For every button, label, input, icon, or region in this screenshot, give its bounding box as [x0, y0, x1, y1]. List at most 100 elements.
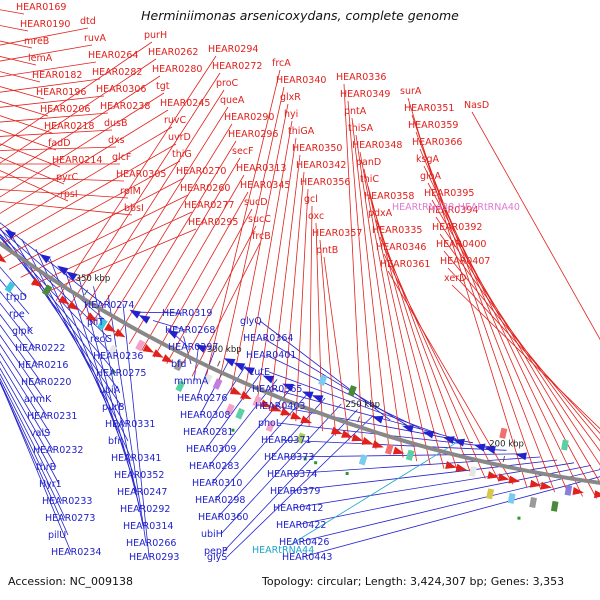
forward-leader — [0, 115, 53, 134]
forward-gene-label: xerD — [444, 273, 466, 284]
forward-gene-label: thiG — [172, 149, 192, 160]
reverse-leader — [226, 414, 375, 558]
forward-leader — [217, 86, 285, 389]
feature-arrow — [484, 446, 496, 454]
feature-dot — [345, 472, 349, 476]
feature-block — [235, 407, 245, 420]
forward-leader — [435, 216, 600, 466]
forward-gene-label: HEAR0238 — [100, 101, 150, 112]
forward-leader — [375, 219, 472, 476]
reverse-gene-label: HEAR0233 — [42, 496, 92, 507]
forward-gene-label: HEAR0400 — [436, 239, 486, 250]
forward-gene-label: HEAR0206 — [40, 104, 90, 115]
feature-dot — [303, 457, 307, 461]
feature-arrow — [30, 277, 43, 288]
forward-gene-label: HEAR0358 — [364, 191, 414, 202]
reverse-leader — [217, 397, 326, 518]
reverse-gene-label: HEAR0236 — [93, 351, 143, 362]
feature-block — [41, 284, 53, 297]
forward-leader — [0, 27, 89, 46]
feature-arrow — [233, 362, 246, 371]
reverse-leader — [220, 403, 342, 535]
feature-arrow — [311, 395, 324, 403]
reverse-gene-label: pilT — [87, 317, 104, 328]
forward-leader — [79, 89, 225, 316]
forward-leader — [427, 182, 597, 499]
forward-gene-label: panD — [356, 157, 381, 168]
reverse-gene-label: HEAR0274 — [84, 300, 134, 311]
feature-block — [4, 281, 16, 293]
feature-block — [252, 395, 262, 408]
feature-block — [202, 373, 213, 386]
forward-leader — [243, 120, 293, 400]
forward-leader — [269, 154, 301, 411]
feature-arrow — [540, 481, 552, 490]
forward-gene-label: frcA — [272, 58, 291, 69]
feature-arrow — [572, 487, 584, 495]
reverse-leader — [0, 367, 57, 468]
feature-arrow — [392, 446, 405, 455]
rrna-label: HEARtRNA38-HEARtRNA40 — [392, 202, 520, 213]
reverse-gene-label: HEAR0293 — [129, 552, 179, 563]
forward-leader — [204, 69, 281, 383]
forward-gene-label: tgt — [156, 81, 170, 92]
feature-block — [358, 454, 368, 466]
forward-leader — [8, 177, 185, 270]
forward-leader — [343, 83, 363, 445]
forward-gene-label: secF — [232, 146, 253, 157]
feature-arrow — [300, 415, 313, 424]
forward-leader — [355, 134, 404, 458]
forward-gene-label: HEAR0336 — [336, 72, 386, 83]
scale-label: 250 kbp — [345, 400, 380, 410]
forward-gene-label: HEAR0190 — [20, 19, 70, 30]
forward-leader — [20, 194, 189, 278]
feature-arrow — [0, 253, 7, 263]
reverse-leader — [0, 344, 48, 417]
feature-block — [225, 403, 235, 416]
forward-gene-label: frcB — [252, 231, 271, 242]
reverse-leader — [289, 459, 558, 492]
reverse-gene-label: HEAR0310 — [192, 478, 242, 489]
forward-gene-label: HEAR0262 — [148, 47, 198, 58]
forward-gene-label: proC — [216, 78, 239, 89]
reverse-gene-label: HEAR0220 — [21, 377, 71, 388]
reverse-leader — [0, 381, 69, 536]
reverse-gene-label: glyQ — [240, 316, 262, 327]
feature-block — [107, 344, 118, 357]
feature-labels: HEAR0169 HEAR0190 mreB lemA HEAR0182 HEAR0196… — [6, 2, 520, 563]
reverse-gene-label: HEAR0319 — [162, 308, 212, 319]
forward-gene-label: HEAR0351 — [404, 103, 454, 114]
feature-tracks — [0, 229, 600, 520]
reverse-gene-label: HEAR0360 — [198, 512, 248, 523]
feature-arrow — [270, 403, 282, 412]
feature-arrow — [114, 328, 126, 338]
feature-arrow — [508, 475, 521, 484]
feature-arrow — [290, 411, 302, 420]
forward-leader — [351, 117, 390, 454]
reverse-gene-label: mmmA — [174, 376, 209, 387]
forward-gene-label: dusB — [104, 118, 128, 129]
forward-gene-label: purH — [144, 30, 167, 41]
forward-gene-label: HEAR0294 — [208, 44, 258, 55]
reverse-gene-label: ubiA — [99, 385, 121, 396]
forward-leader — [116, 140, 237, 338]
forward-gene-label: surA — [400, 86, 422, 97]
reverse-leader — [0, 222, 105, 306]
scale-label: 200 kbp — [489, 439, 524, 449]
forward-gene-label: HEAR0277 — [184, 200, 234, 211]
forward-gene-label: thiSA — [348, 123, 374, 134]
forward-leader — [443, 250, 600, 442]
feature-arrow — [351, 433, 364, 442]
forward-gene-label: HEAR0214 — [52, 155, 102, 166]
feature-arrow — [4, 229, 17, 240]
forward-gene-label: HEAR0335 — [372, 225, 422, 236]
forward-leader — [44, 228, 197, 294]
forward-gene-label: HEAR0196 — [36, 87, 86, 98]
feature-arrow — [282, 383, 294, 392]
forward-leader — [431, 199, 600, 484]
reverse-gene-label: pepP — [204, 546, 228, 557]
forward-gene-label: HEAR0296 — [228, 129, 278, 140]
feature-arrow — [371, 415, 384, 424]
forward-gene-label: HEAR0349 — [340, 89, 390, 100]
